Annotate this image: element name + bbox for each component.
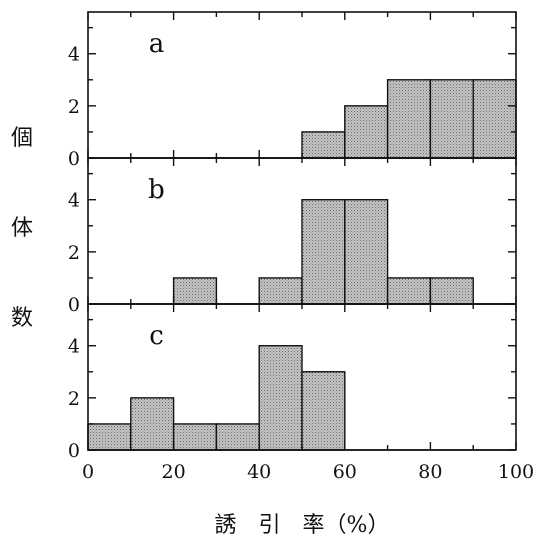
ytick-label-b-4: 4: [68, 190, 80, 212]
labels-layer: 誘 引 率（%） 個体数: [11, 126, 389, 538]
panel-a: 0 2 4 a: [68, 11, 517, 170]
bar-c-10: [130, 397, 175, 451]
bar-c-50: [301, 371, 346, 451]
bar-b-70: [386, 277, 432, 305]
bar-b-50: [301, 199, 346, 305]
xtick-label-100: 100: [498, 461, 534, 483]
xtick-label-40: 40: [247, 461, 271, 483]
xtick-label-0: 0: [82, 461, 94, 483]
ytick-label-c-4: 4: [68, 336, 80, 358]
panel-c: 0 2 4 c: [68, 303, 517, 462]
ytick-label-a-4: 4: [68, 44, 80, 66]
panel-letter-b: b: [148, 175, 165, 205]
bar-b-20: [172, 277, 218, 305]
panel-letter-a: a: [149, 29, 165, 59]
panel-b: 0 2 4 b: [68, 157, 517, 316]
xtick-label-20: 20: [162, 461, 186, 483]
bar-a-50: [301, 131, 346, 159]
bar-c-20: [172, 423, 218, 451]
bar-b-40: [258, 277, 303, 305]
panel-frame-c: [87, 303, 517, 451]
ytick-label-b-2: 2: [68, 242, 80, 264]
bar-a-80: [429, 79, 474, 159]
ytick-label-c-2: 2: [68, 388, 80, 410]
axis-layer: 0 20 40 60 80 100: [82, 461, 534, 483]
y-axis-title-char-1: 体: [11, 216, 33, 241]
panel-letter-c: c: [149, 321, 164, 351]
y-axis-title-char-2: 数: [11, 306, 33, 331]
ytick-label-a-2: 2: [68, 96, 80, 118]
bar-b-80: [429, 277, 474, 305]
ytick-label-a-0: 0: [68, 148, 80, 170]
xtick-label-60: 60: [333, 461, 357, 483]
y-axis-title-char-0: 個: [11, 126, 33, 151]
bar-c-40: [258, 345, 303, 451]
panels-layer: 0 2 4 a 0 2 4 b 0 2 4 c: [68, 11, 517, 462]
ytick-label-b-0: 0: [68, 294, 80, 316]
bar-a-70: [386, 79, 432, 159]
bar-a-60: [344, 105, 389, 159]
bar-c-30: [215, 423, 260, 451]
ytick-label-c-0: 0: [68, 440, 80, 462]
x-axis-title: 誘 引 率（%）: [215, 513, 390, 538]
bar-b-60: [344, 199, 389, 305]
xtick-label-80: 80: [418, 461, 442, 483]
bar-a-90: [472, 79, 517, 159]
bar-c-0: [87, 423, 132, 451]
